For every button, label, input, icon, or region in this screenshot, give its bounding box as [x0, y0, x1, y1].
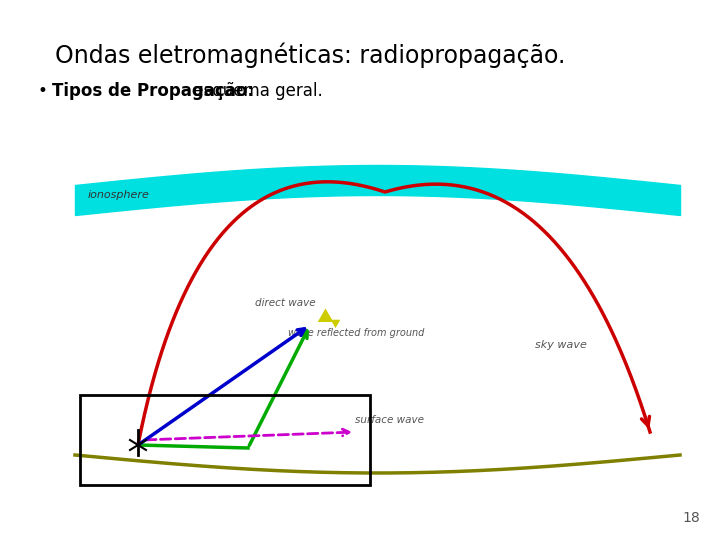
Text: Ondas eletromagnéticas: radiopropagação.: Ondas eletromagnéticas: radiopropagação. [55, 42, 565, 68]
Text: ionosphere: ionosphere [88, 190, 150, 200]
Text: esquema geral.: esquema geral. [188, 82, 323, 100]
Text: •: • [38, 82, 48, 100]
Text: 18: 18 [683, 511, 700, 525]
Text: surface wave: surface wave [355, 415, 424, 425]
Text: direct wave: direct wave [255, 298, 315, 308]
Text: wave reflected from ground: wave reflected from ground [288, 328, 424, 338]
Text: Tipos de Propagação:: Tipos de Propagação: [52, 82, 254, 100]
Text: sky wave: sky wave [535, 340, 587, 350]
Bar [80, 395, 370, 485]
